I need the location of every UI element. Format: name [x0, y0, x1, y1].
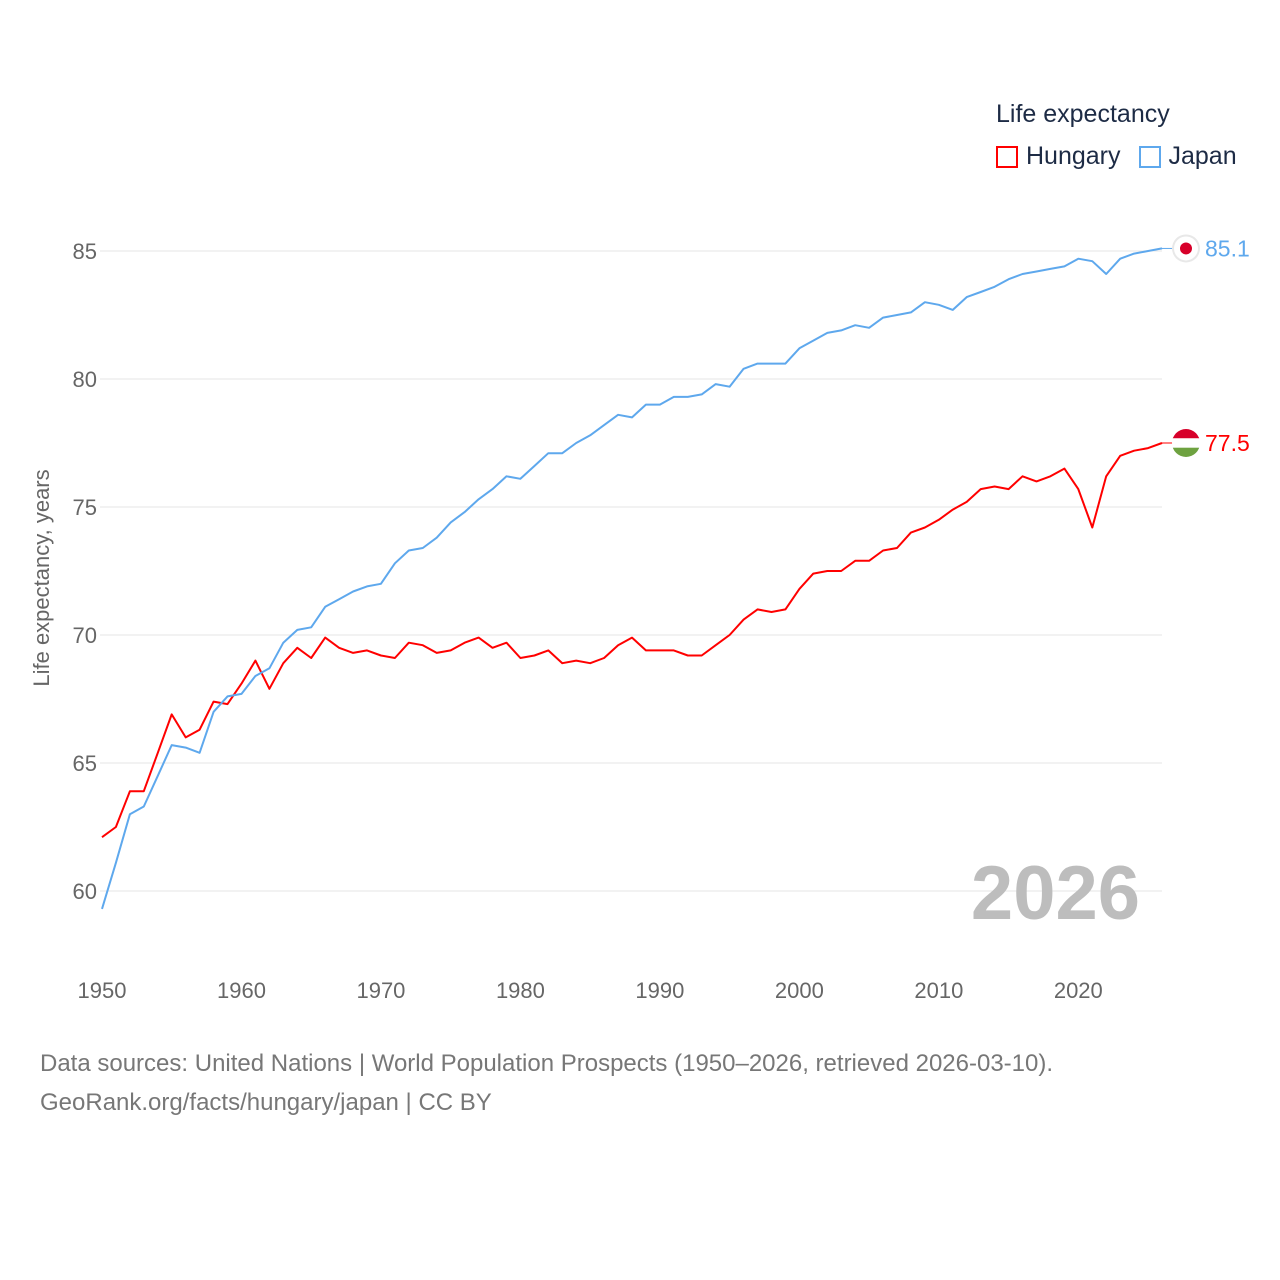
flag-japan-sun	[1180, 242, 1192, 255]
x-tick-label: 1980	[496, 978, 545, 1003]
legend-item-hungary[interactable]: Hungary	[996, 142, 1121, 171]
x-tick-label: 1990	[635, 978, 684, 1003]
x-tick-label: 2020	[1054, 978, 1103, 1003]
legend-title: Life expectancy	[996, 100, 1170, 128]
legend-swatch-hungary	[996, 145, 1018, 168]
flag-hungary-stripe	[1172, 447, 1200, 457]
source-line-1: Data sources: United Nations | World Pop…	[40, 1050, 1054, 1077]
flag-hungary-stripe	[1172, 429, 1200, 439]
series-line-japan	[101, 247, 1163, 910]
legend-item-japan[interactable]: Japan	[1138, 142, 1237, 171]
y-tick-label: 70	[73, 623, 97, 648]
x-tick-label: 2010	[914, 978, 963, 1003]
legend-label-japan: Japan	[1168, 142, 1237, 170]
source-line-2[interactable]: GeoRank.org/facts/hungary/japan | CC BY	[40, 1089, 492, 1116]
y-tick-label: 80	[73, 367, 97, 392]
y-tick-label: 75	[73, 495, 97, 520]
x-tick-label: 2000	[775, 978, 824, 1003]
x-tick-label: 1970	[356, 978, 405, 1003]
x-tick-label: 1950	[78, 978, 127, 1003]
y-tick-label: 60	[73, 879, 97, 904]
current-year-label: 2026	[970, 851, 1140, 936]
legend: Hungary Japan	[996, 142, 1255, 171]
y-tick-label: 85	[73, 239, 97, 264]
source-note: Data sources: United Nations | World Pop…	[40, 1044, 1053, 1122]
y-axis-label: Life expectancy, years	[29, 469, 54, 687]
y-tick-label: 65	[73, 751, 97, 776]
legend-swatch-japan	[1138, 145, 1161, 168]
flag-hungary-stripe	[1172, 438, 1200, 448]
end-value-label-hungary: 77.5	[1205, 430, 1250, 456]
end-value-label-japan: 85.1	[1205, 235, 1250, 261]
legend-label-hungary: Hungary	[1026, 142, 1121, 170]
series-line-hungary	[101, 442, 1163, 839]
x-tick-label: 1960	[217, 978, 266, 1003]
